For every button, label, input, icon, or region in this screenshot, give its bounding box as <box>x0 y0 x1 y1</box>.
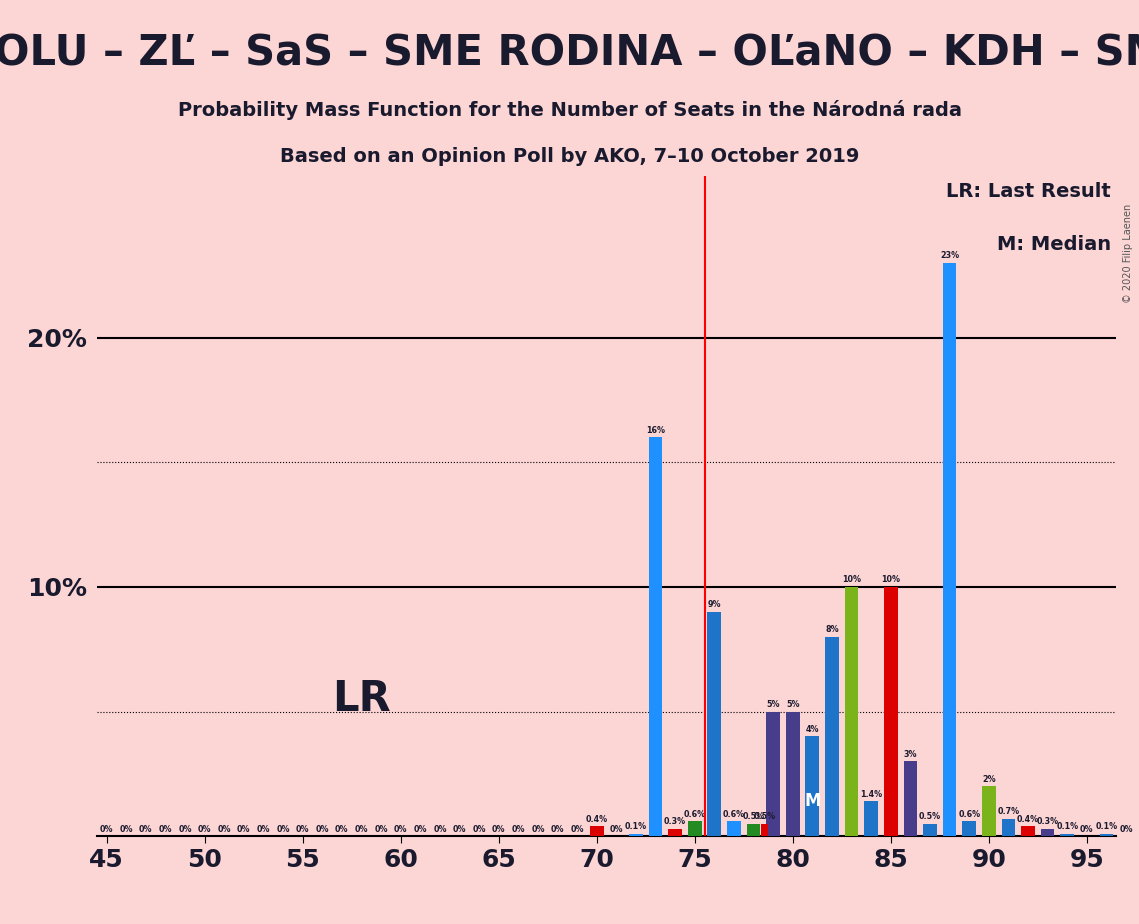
Text: M: M <box>804 792 820 810</box>
Text: 0.5%: 0.5% <box>919 812 941 821</box>
Text: Probability Mass Function for the Number of Seats in the Národná rada: Probability Mass Function for the Number… <box>178 100 961 120</box>
Text: OLU – ZĽ – SaS – SME RODINA – OĽaNO – KDH – SMK: OLU – ZĽ – SaS – SME RODINA – OĽaNO – KD… <box>0 32 1139 74</box>
Text: 0%: 0% <box>1080 825 1093 834</box>
Text: © 2020 Filip Laenen: © 2020 Filip Laenen <box>1123 203 1133 302</box>
Text: 1.4%: 1.4% <box>860 790 883 799</box>
Bar <box>649 437 663 836</box>
Bar <box>767 711 780 836</box>
Text: 5%: 5% <box>767 700 780 709</box>
Bar <box>707 612 721 836</box>
Text: 2%: 2% <box>982 775 995 784</box>
Bar <box>865 801 878 836</box>
Text: 0%: 0% <box>473 825 486 834</box>
Text: 5%: 5% <box>786 700 800 709</box>
Bar <box>1022 826 1035 836</box>
Bar <box>884 587 898 836</box>
Bar <box>761 824 768 836</box>
Text: 0%: 0% <box>413 825 427 834</box>
Text: 9%: 9% <box>707 601 721 609</box>
Text: LR: Last Result: LR: Last Result <box>947 182 1112 201</box>
Text: 0%: 0% <box>354 825 368 834</box>
Text: 0.5%: 0.5% <box>743 812 764 821</box>
Text: 0%: 0% <box>179 825 191 834</box>
Text: M: Median: M: Median <box>997 235 1112 254</box>
Text: 0%: 0% <box>296 825 310 834</box>
Bar <box>786 711 800 836</box>
Text: 0.7%: 0.7% <box>998 808 1019 816</box>
Text: 10%: 10% <box>842 576 861 584</box>
Text: 0%: 0% <box>198 825 212 834</box>
Text: 8%: 8% <box>825 626 838 634</box>
Bar <box>747 824 761 836</box>
Text: 16%: 16% <box>646 426 665 435</box>
Text: 0%: 0% <box>237 825 251 834</box>
Text: 0%: 0% <box>1120 825 1133 834</box>
Text: 0.6%: 0.6% <box>723 809 745 819</box>
Text: 0%: 0% <box>551 825 564 834</box>
Text: 0.1%: 0.1% <box>1096 822 1117 832</box>
Text: 0%: 0% <box>511 825 525 834</box>
Bar <box>1041 829 1055 836</box>
Bar <box>669 829 682 836</box>
Text: 0.5%: 0.5% <box>753 812 776 821</box>
Text: 10%: 10% <box>882 576 900 584</box>
Text: 0%: 0% <box>571 825 584 834</box>
Bar <box>629 833 642 836</box>
Bar <box>962 821 976 836</box>
Bar <box>688 821 702 836</box>
Text: 0%: 0% <box>256 825 270 834</box>
Text: 0.3%: 0.3% <box>1036 817 1058 826</box>
Text: 0.1%: 0.1% <box>625 822 647 832</box>
Text: 0%: 0% <box>335 825 349 834</box>
Bar <box>805 736 819 836</box>
Bar <box>923 824 937 836</box>
Text: 0%: 0% <box>452 825 466 834</box>
Text: 0%: 0% <box>158 825 172 834</box>
Bar <box>845 587 859 836</box>
Text: 0%: 0% <box>433 825 446 834</box>
Bar <box>1060 833 1074 836</box>
Text: 0.1%: 0.1% <box>1056 822 1079 832</box>
Text: 0%: 0% <box>492 825 506 834</box>
Text: Based on an Opinion Poll by AKO, 7–10 October 2019: Based on an Opinion Poll by AKO, 7–10 Oc… <box>280 147 859 166</box>
Bar <box>903 761 917 836</box>
Text: 0.6%: 0.6% <box>958 809 981 819</box>
Text: 4%: 4% <box>805 725 819 734</box>
Text: 23%: 23% <box>940 251 959 261</box>
Text: 0.3%: 0.3% <box>664 817 686 826</box>
Text: 0%: 0% <box>609 825 623 834</box>
Bar <box>590 826 604 836</box>
Text: 0%: 0% <box>316 825 329 834</box>
Text: 0.4%: 0.4% <box>585 815 608 824</box>
Text: 0.6%: 0.6% <box>683 809 706 819</box>
Text: 0%: 0% <box>375 825 387 834</box>
Text: 0%: 0% <box>277 825 289 834</box>
Text: 0%: 0% <box>394 825 408 834</box>
Text: 0%: 0% <box>120 825 133 834</box>
Text: 0%: 0% <box>218 825 231 834</box>
Text: 0%: 0% <box>100 825 114 834</box>
Bar <box>943 262 957 836</box>
Text: 0%: 0% <box>531 825 544 834</box>
Text: LR: LR <box>333 678 391 720</box>
Text: 0%: 0% <box>139 825 153 834</box>
Bar <box>982 786 995 836</box>
Bar <box>1001 819 1015 836</box>
Bar <box>727 821 740 836</box>
Text: 3%: 3% <box>903 750 917 759</box>
Bar <box>1099 833 1113 836</box>
Text: 0.4%: 0.4% <box>1017 815 1039 824</box>
Bar <box>825 637 838 836</box>
